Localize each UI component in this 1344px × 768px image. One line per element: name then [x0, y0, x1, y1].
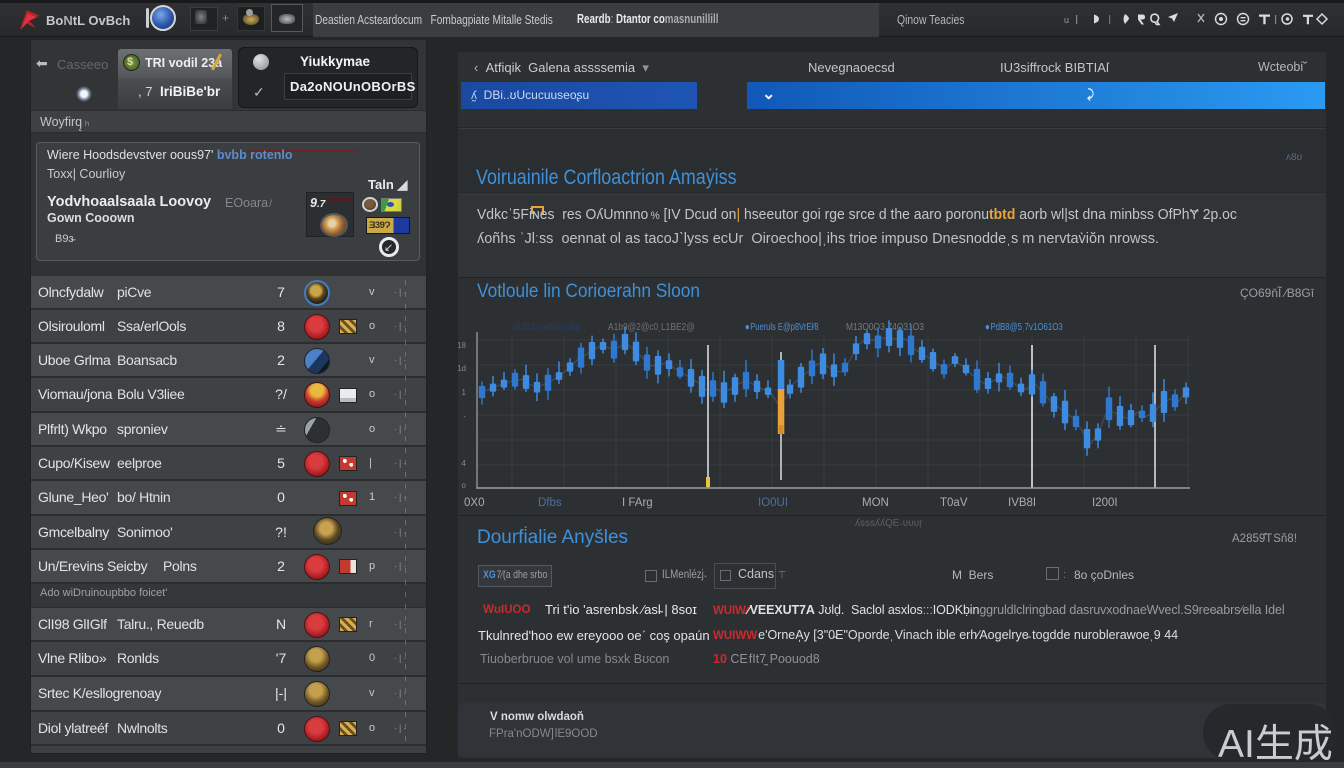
svg-text:1: 1: [462, 388, 467, 397]
svg-text:18: 18: [458, 341, 467, 350]
svg-text:o: o: [462, 481, 467, 490]
svg-text:1d: 1d: [458, 364, 466, 373]
svg-text:-: -: [463, 412, 466, 421]
svg-text:4: 4: [462, 459, 467, 468]
svg-text:u: u: [1064, 15, 1069, 25]
